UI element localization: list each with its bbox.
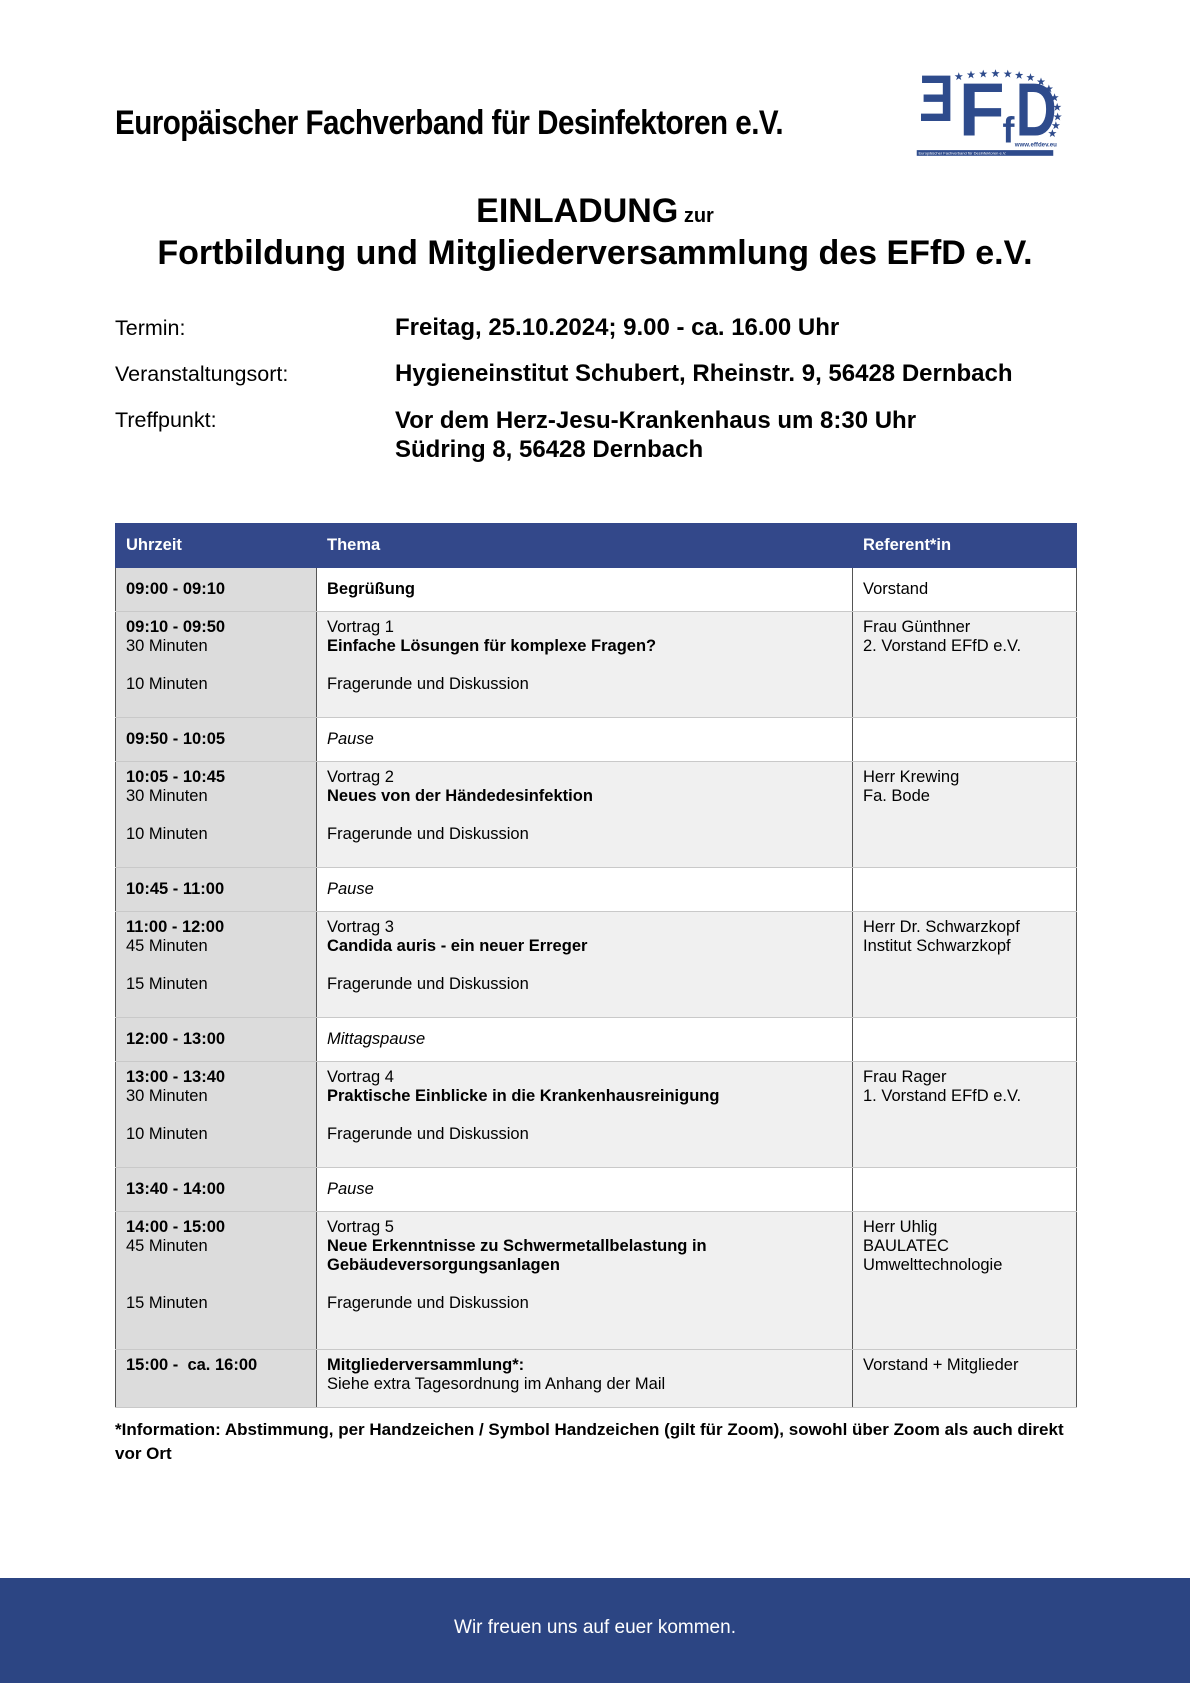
svg-text:f: f bbox=[1003, 110, 1016, 150]
svg-text:www.effdev.eu: www.effdev.eu bbox=[1014, 142, 1057, 149]
svg-text:Europäischer Fachverband für D: Europäischer Fachverband für Desinfektor… bbox=[919, 151, 1007, 156]
svg-text:D: D bbox=[1016, 67, 1057, 151]
svg-text:F: F bbox=[959, 67, 1005, 151]
